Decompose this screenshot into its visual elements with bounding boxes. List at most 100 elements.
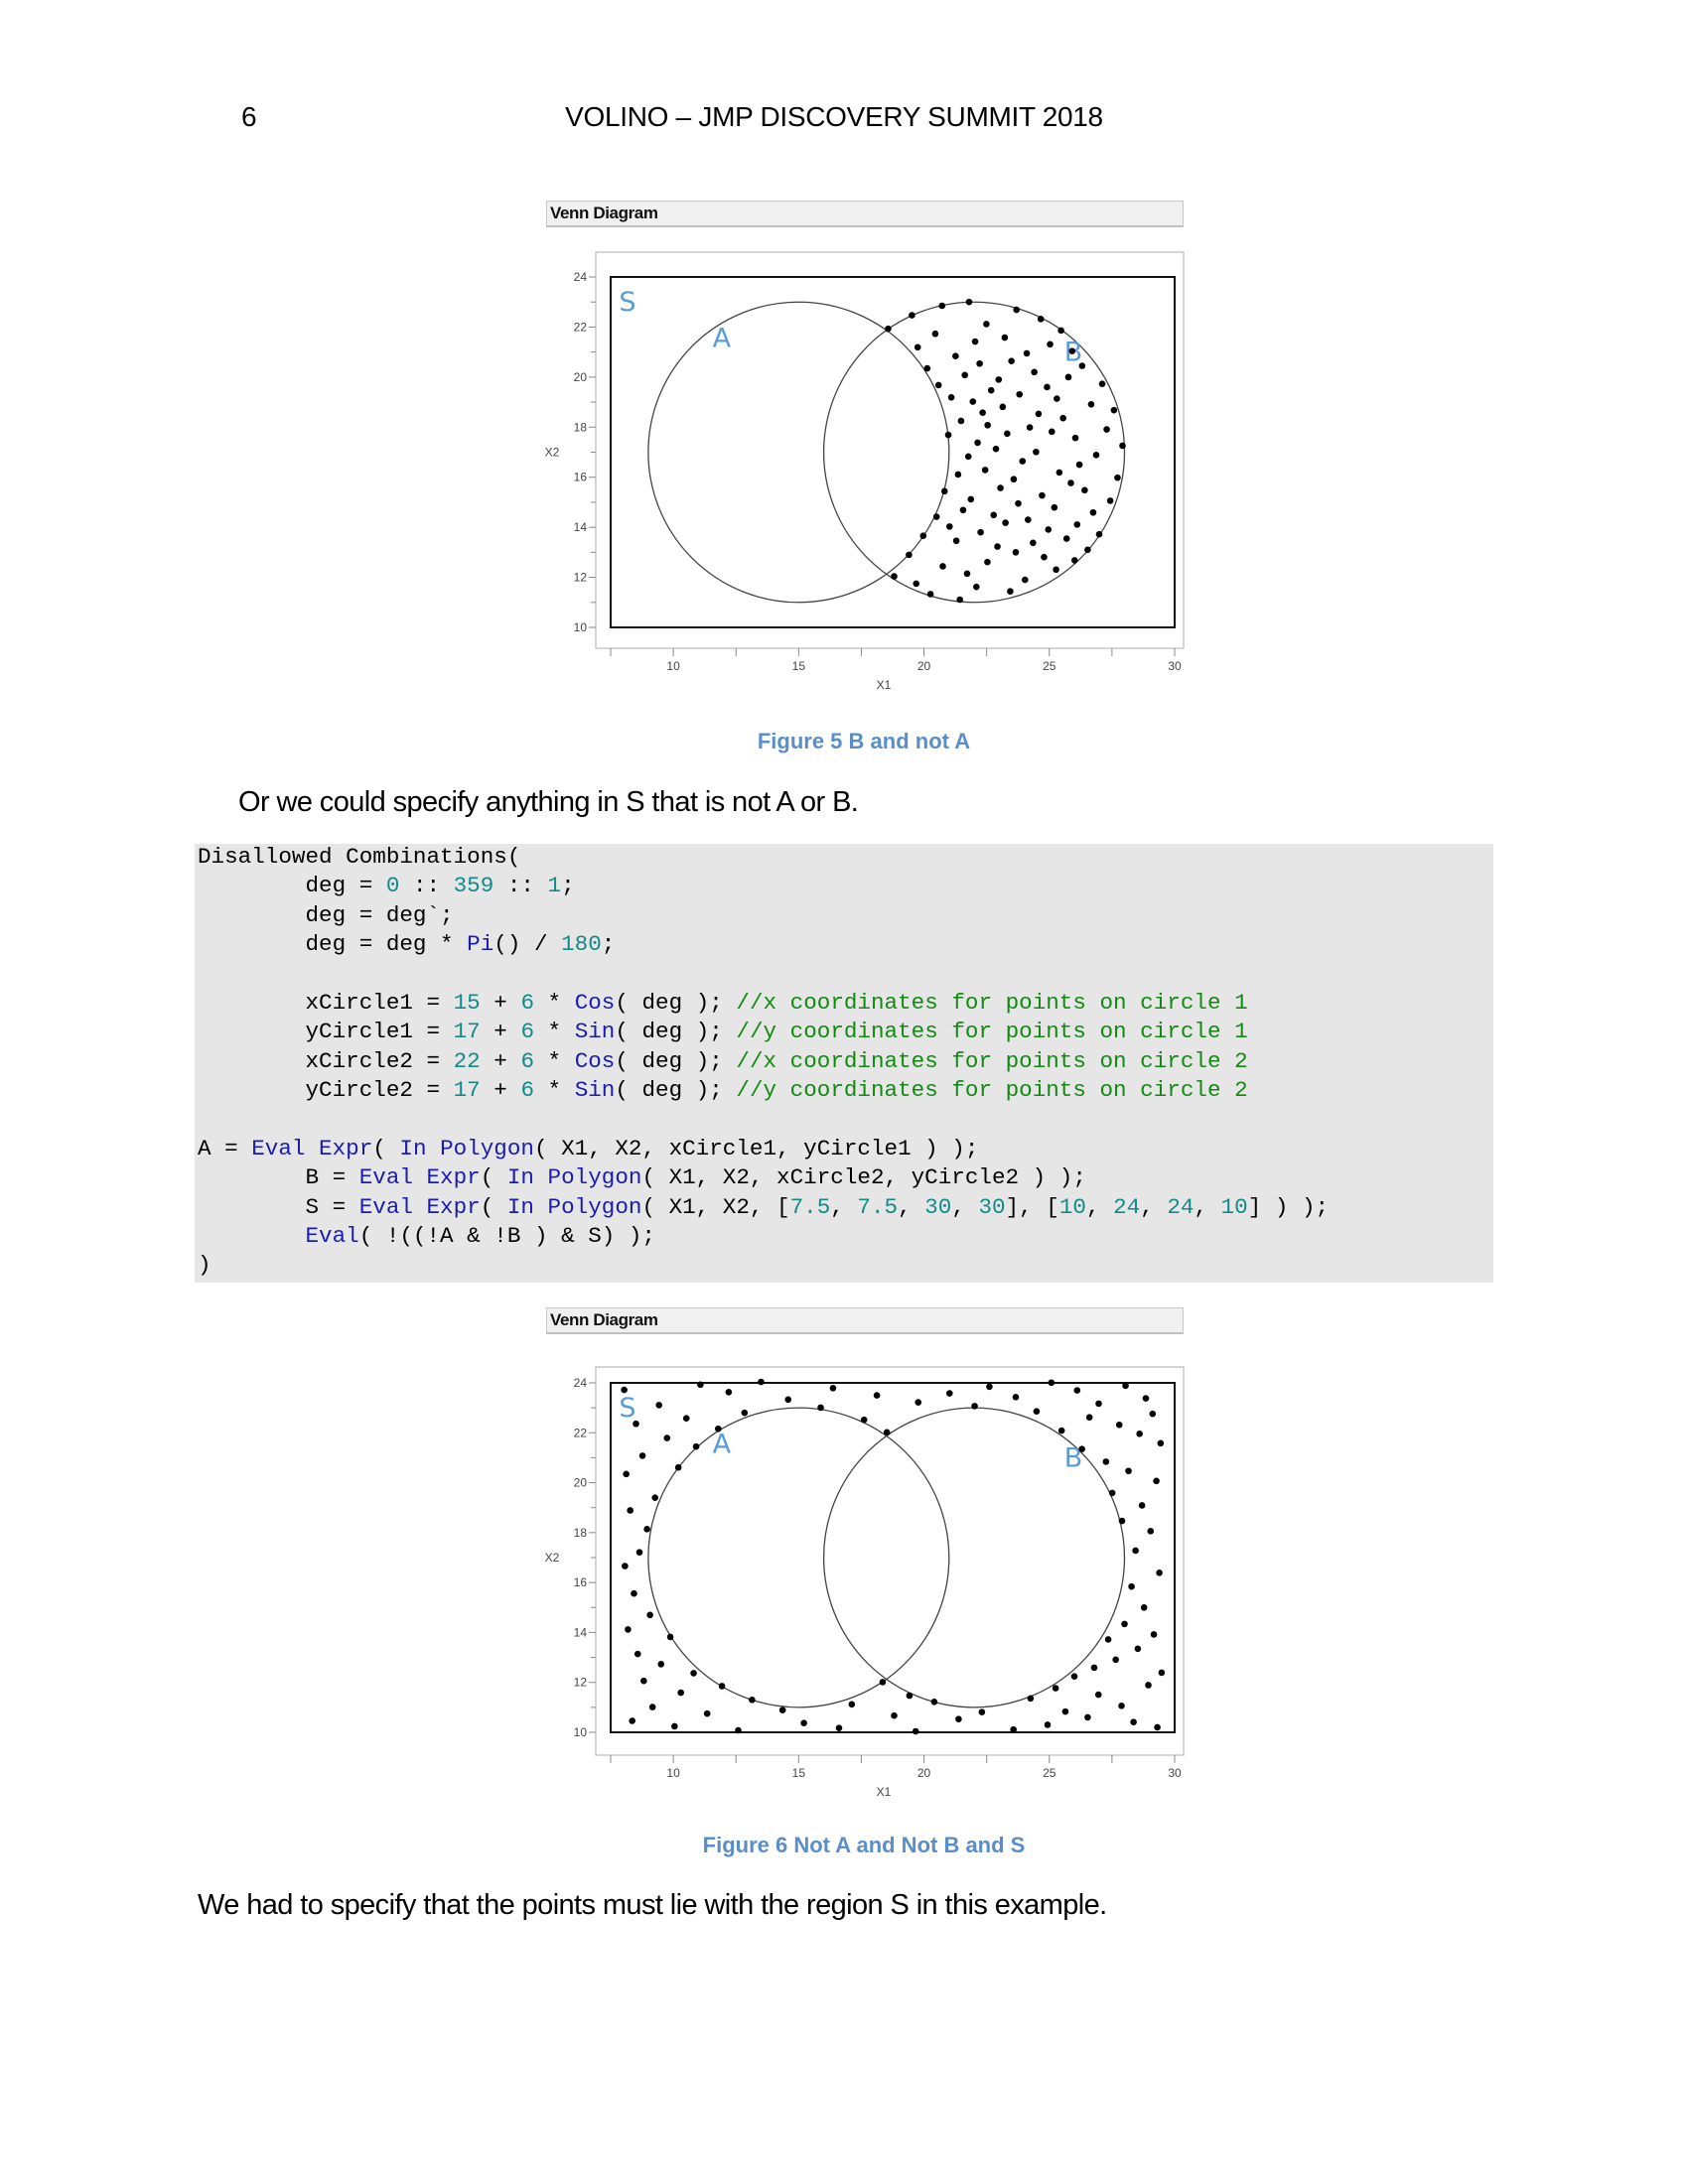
data-point <box>1108 1489 1116 1497</box>
data-point <box>682 1415 690 1423</box>
code-token-plain: ( <box>480 1193 507 1220</box>
data-point <box>621 1386 628 1394</box>
data-point <box>984 421 991 429</box>
data-point <box>967 495 975 503</box>
code-token-plain: B = <box>198 1164 359 1191</box>
data-point <box>817 1404 824 1412</box>
data-point <box>952 537 960 545</box>
data-point <box>1158 1669 1166 1677</box>
data-point <box>1016 390 1024 398</box>
data-point <box>1044 1721 1052 1728</box>
data-point <box>995 376 1003 383</box>
data-point <box>666 1633 674 1641</box>
data-point <box>1023 349 1031 357</box>
data-point <box>725 1389 733 1396</box>
data-point <box>1149 1410 1157 1418</box>
x-tick-label: 30 <box>1168 659 1182 673</box>
code-token-plain: * <box>534 1019 575 1045</box>
data-point <box>692 1442 700 1450</box>
data-point <box>940 487 948 495</box>
data-point <box>629 1717 636 1724</box>
data-point <box>784 1396 792 1404</box>
data-point <box>926 591 934 598</box>
data-point <box>946 523 953 530</box>
data-point <box>955 1715 962 1722</box>
data-point <box>879 1679 887 1686</box>
y-tick-label: 18 <box>574 1526 588 1540</box>
code-token-plain: ( X1, X2, xCircle2, yCircle2 ) ); <box>641 1164 1086 1191</box>
data-point <box>909 312 915 319</box>
code-token-num: 6 <box>520 989 534 1016</box>
data-point <box>697 1381 704 1389</box>
data-point <box>648 1704 656 1710</box>
data-point <box>1041 553 1048 561</box>
code-listing: Disallowed Combinations( deg = 0 :: 359 … <box>198 843 1329 1281</box>
code-token-plain: ( deg ); <box>615 1047 737 1074</box>
data-point <box>971 1403 978 1410</box>
data-point <box>749 1697 756 1704</box>
data-point <box>1084 546 1091 554</box>
code-token-num: 1 <box>547 873 562 899</box>
code-line: ) <box>198 1251 1329 1280</box>
code-line: B = Eval Expr( In Polygon( X1, X2, xCirc… <box>198 1163 1329 1192</box>
data-point <box>1025 516 1032 523</box>
data-point <box>1045 526 1053 533</box>
code-token-plain <box>198 1223 305 1249</box>
data-point <box>1031 368 1038 376</box>
x-axis-title: X1 <box>877 1785 892 1799</box>
data-point <box>1004 430 1011 438</box>
code-token-num: 17 <box>453 1019 481 1045</box>
circle-A-outline <box>647 301 950 604</box>
data-point <box>914 1399 922 1406</box>
code-token-com: //x coordinates for points on circle 1 <box>736 989 1248 1016</box>
data-point <box>1001 334 1009 341</box>
data-point <box>1010 1725 1017 1733</box>
data-point <box>1037 316 1045 323</box>
code-token-fn: In Polygon <box>399 1135 534 1161</box>
paragraph-conclusion: We had to specify that the points must l… <box>198 1889 1107 1921</box>
data-point <box>1070 1673 1078 1680</box>
code-token-num: 22 <box>453 1047 481 1074</box>
code-token-plain: * <box>534 1047 575 1074</box>
data-point <box>1008 357 1015 365</box>
data-point <box>657 1661 665 1668</box>
figure6-panel-header[interactable]: Venn Diagram <box>546 1307 1184 1334</box>
code-token-num: 10 <box>1058 1193 1086 1220</box>
data-point <box>1154 1723 1161 1731</box>
data-point <box>1048 1379 1055 1387</box>
data-point <box>1121 1620 1128 1628</box>
code-token-num: 359 <box>453 873 494 899</box>
y-axis-title: X2 <box>545 1551 560 1565</box>
y-tick-label: 18 <box>574 420 588 434</box>
y-tick-label: 20 <box>574 1476 588 1490</box>
y-tick-label: 14 <box>574 1625 588 1639</box>
data-point <box>938 302 946 310</box>
data-point <box>1021 576 1029 584</box>
code-token-fn: Sin <box>574 1077 616 1104</box>
code-token-fn: Cos <box>574 989 616 1016</box>
code-token-num: 30 <box>924 1193 952 1220</box>
code-token-plain: () / <box>493 931 562 958</box>
data-point <box>646 1611 653 1619</box>
code-token-fn: Cos <box>574 1047 616 1074</box>
data-point <box>992 445 1000 453</box>
data-point <box>1012 549 1020 556</box>
code-token-plain: ], [ <box>1005 1193 1059 1220</box>
data-point <box>860 1416 868 1424</box>
data-point <box>956 596 963 604</box>
code-token-plain: , <box>1140 1193 1168 1220</box>
data-point <box>758 1378 765 1386</box>
figure5-panel-title: Venn Diagram <box>550 204 658 222</box>
data-point <box>1118 1517 1126 1525</box>
code-token-fn: Pi <box>467 931 494 958</box>
data-point <box>674 1463 682 1471</box>
data-point <box>1027 1695 1035 1703</box>
figure5-panel-header[interactable]: Venn Diagram <box>546 201 1184 227</box>
data-point <box>1122 1382 1129 1390</box>
code-token-plain: + <box>480 1047 521 1074</box>
label-s: S <box>619 1393 635 1424</box>
code-token-num: 7.5 <box>789 1193 831 1220</box>
data-point <box>891 573 898 580</box>
code-token-plain: ( deg ); <box>615 1019 737 1045</box>
